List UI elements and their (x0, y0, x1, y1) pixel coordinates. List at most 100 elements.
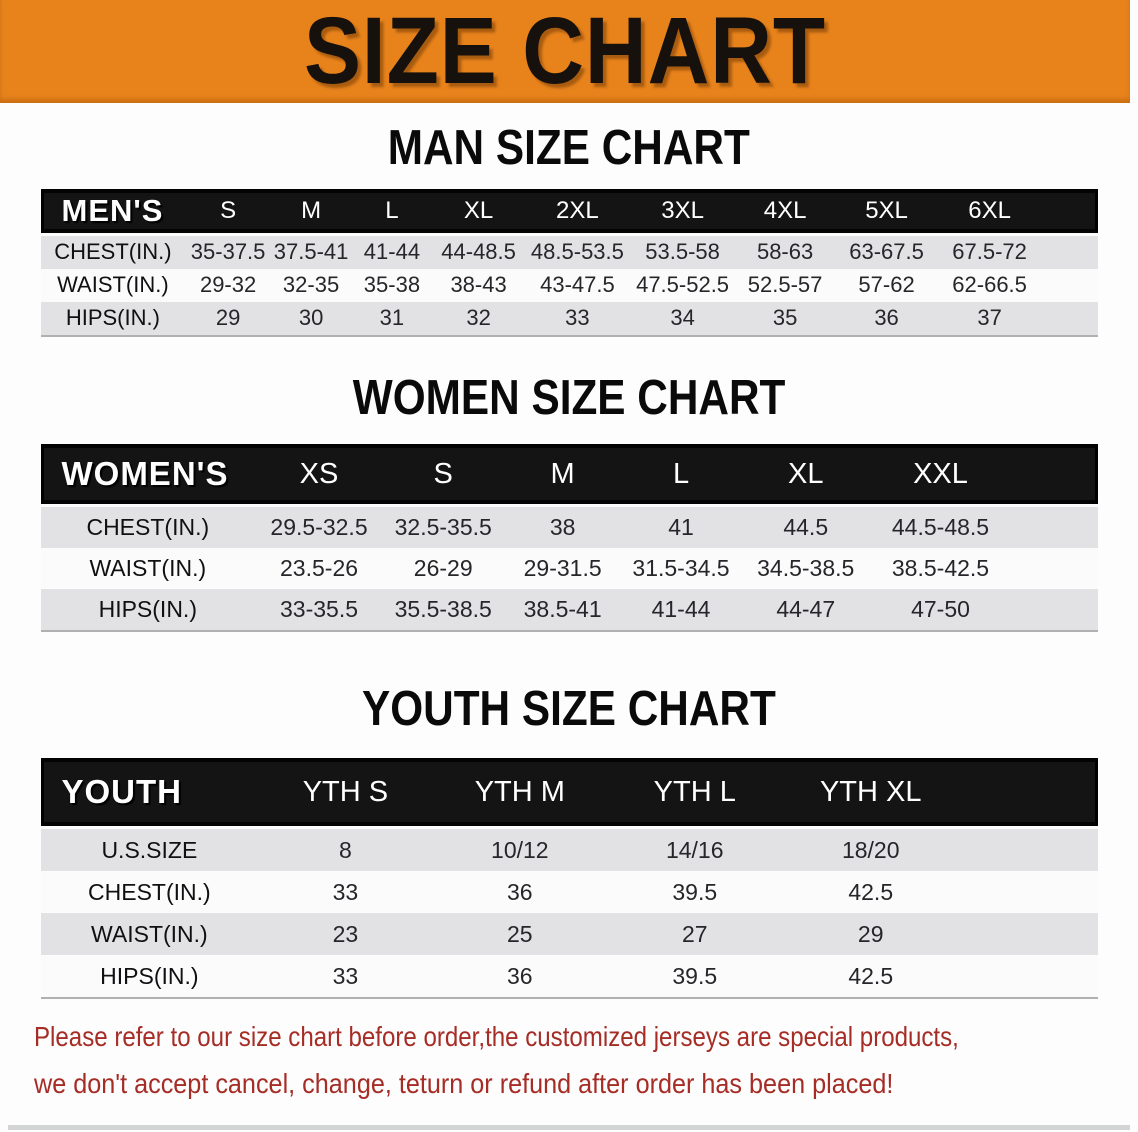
men-size-col-s: S (185, 188, 271, 233)
spacer-cell (1009, 589, 1098, 633)
disclaimer-line-2: we don't accept cancel, change, teturn o… (34, 1068, 894, 1100)
size-cell: 44-48.5 (432, 232, 525, 269)
youth-corner-label: YOUTH (40, 758, 259, 827)
women-size-chart-section: WOMEN SIZE CHART WOMEN'S XS S M L XL XXL (0, 369, 1138, 633)
women-size-chart-heading: WOMEN SIZE CHART (0, 369, 1138, 425)
header-spacer-cell (958, 758, 1098, 827)
size-cell: 31 (351, 301, 433, 337)
size-cell: 29-31.5 (503, 548, 622, 590)
size-cell: 32.5-35.5 (382, 504, 504, 549)
size-chart-banner: SIZE CHART (0, 0, 1130, 103)
size-cell: 67.5-72 (937, 232, 1042, 269)
women-size-col-xs: XS (255, 444, 383, 505)
youth-hips-row: HIPS(IN.) 33 36 39.5 42.5 (40, 955, 1098, 1000)
size-cell: 38.5-42.5 (871, 548, 1010, 590)
size-cell: 42.5 (782, 871, 959, 914)
size-cell: 35 (734, 301, 836, 337)
size-cell: 30 (270, 301, 352, 337)
size-cell: 23 (258, 913, 433, 956)
size-cell: 58-63 (734, 232, 836, 269)
men-size-col-m: M (270, 188, 352, 233)
size-cell: 63-67.5 (835, 232, 938, 269)
size-cell: 42.5 (782, 955, 959, 1000)
spacer-cell (958, 826, 1098, 872)
women-size-col-xxl: XXL (871, 444, 1010, 505)
men-header-row: MEN'S S M L XL 2XL 3XL 4XL 5XL 6XL (40, 188, 1098, 233)
size-cell: 33 (258, 955, 433, 1000)
size-cell: 38 (503, 504, 622, 549)
size-cell: 29 (185, 301, 271, 337)
size-cell: 53.5-58 (630, 232, 735, 269)
size-cell: 29.5-32.5 (255, 504, 383, 549)
size-cell: 27 (607, 913, 783, 956)
men-size-col-5xl: 5XL (835, 188, 938, 233)
youth-size-table: YOUTH YTH S YTH M YTH L YTH XL U.S.SIZE … (40, 758, 1098, 1000)
size-cell: 34.5-38.5 (740, 548, 872, 590)
row-label: CHEST(IN.) (40, 871, 259, 914)
size-cell: 38.5-41 (503, 589, 622, 633)
size-cell: 47-50 (871, 589, 1010, 633)
size-cell: 33 (524, 301, 631, 337)
row-label: CHEST(IN.) (40, 504, 256, 549)
row-label: HIPS(IN.) (40, 589, 256, 633)
row-label: HIPS(IN.) (40, 955, 259, 1000)
size-cell: 35-37.5 (185, 232, 271, 269)
women-size-col-l: L (621, 444, 741, 505)
row-label: WAIST(IN.) (40, 268, 186, 302)
women-size-chart-heading-text: WOMEN SIZE CHART (352, 369, 786, 425)
disclaimer-line-1: Please refer to our size chart before or… (34, 1021, 959, 1053)
women-size-col-s: S (382, 444, 504, 505)
size-cell: 23.5-26 (255, 548, 383, 590)
women-chest-row: CHEST(IN.) 29.5-32.5 32.5-35.5 38 41 44.… (40, 504, 1098, 549)
men-size-table: MEN'S S M L XL 2XL 3XL 4XL 5XL 6XL CHEST… (40, 188, 1098, 337)
youth-size-col-m: YTH M (432, 758, 608, 827)
size-cell: 44.5-48.5 (871, 504, 1010, 549)
women-waist-row: WAIST(IN.) 23.5-26 26-29 29-31.5 31.5-34… (40, 548, 1098, 590)
youth-waist-row: WAIST(IN.) 23 25 27 29 (40, 913, 1098, 956)
spacer-cell (958, 871, 1098, 914)
women-corner-label: WOMEN'S (40, 444, 256, 505)
banner-title: SIZE CHART (304, 0, 826, 104)
men-waist-row: WAIST(IN.) 29-32 32-35 35-38 38-43 43-47… (40, 268, 1098, 302)
youth-size-chart-heading: YOUTH SIZE CHART (0, 682, 1138, 734)
size-cell: 29-32 (185, 268, 271, 302)
men-size-col-l: L (351, 188, 433, 233)
size-cell: 32-35 (270, 268, 352, 302)
men-corner-label: MEN'S (40, 188, 186, 233)
men-chest-row: CHEST(IN.) 35-37.5 37.5-41 41-44 44-48.5… (40, 232, 1098, 269)
size-cell: 35-38 (351, 268, 433, 302)
size-cell: 10/12 (432, 826, 608, 872)
size-cell: 32 (432, 301, 525, 337)
size-cell: 52.5-57 (734, 268, 836, 302)
disclaimer: Please refer to our size chart before or… (34, 1013, 1138, 1107)
size-cell: 41 (621, 504, 741, 549)
women-size-col-m: M (503, 444, 622, 505)
size-cell: 14/16 (607, 826, 783, 872)
men-size-col-6xl: 6XL (937, 188, 1042, 233)
row-label: U.S.SIZE (40, 826, 259, 872)
women-size-table: WOMEN'S XS S M L XL XXL CHEST(IN.) 29.5-… (40, 444, 1098, 633)
size-cell: 33 (258, 871, 433, 914)
size-cell: 25 (432, 913, 608, 956)
spacer-cell (1041, 268, 1098, 302)
row-label: WAIST(IN.) (40, 913, 259, 956)
spacer-cell (958, 913, 1098, 956)
man-size-chart-heading-text: MAN SIZE CHART (387, 119, 751, 175)
women-size-col-xl: XL (740, 444, 872, 505)
size-cell: 29 (782, 913, 959, 956)
bottom-divider (8, 1125, 1130, 1130)
size-cell: 57-62 (835, 268, 938, 302)
size-cell: 18/20 (782, 826, 959, 872)
youth-size-col-xl: YTH XL (782, 758, 959, 827)
men-size-col-2xl: 2XL (524, 188, 631, 233)
men-size-col-3xl: 3XL (630, 188, 735, 233)
size-cell: 34 (630, 301, 735, 337)
size-cell: 8 (258, 826, 433, 872)
row-label: WAIST(IN.) (40, 548, 256, 590)
header-spacer-cell (1009, 444, 1098, 505)
man-size-chart-section: MAN SIZE CHART MEN'S S M L XL 2XL 3XL 4X… (0, 119, 1138, 337)
men-hips-row: HIPS(IN.) 29 30 31 32 33 34 35 36 37 (40, 301, 1098, 337)
man-size-chart-heading: MAN SIZE CHART (0, 119, 1138, 175)
header-spacer-cell (1041, 188, 1098, 233)
